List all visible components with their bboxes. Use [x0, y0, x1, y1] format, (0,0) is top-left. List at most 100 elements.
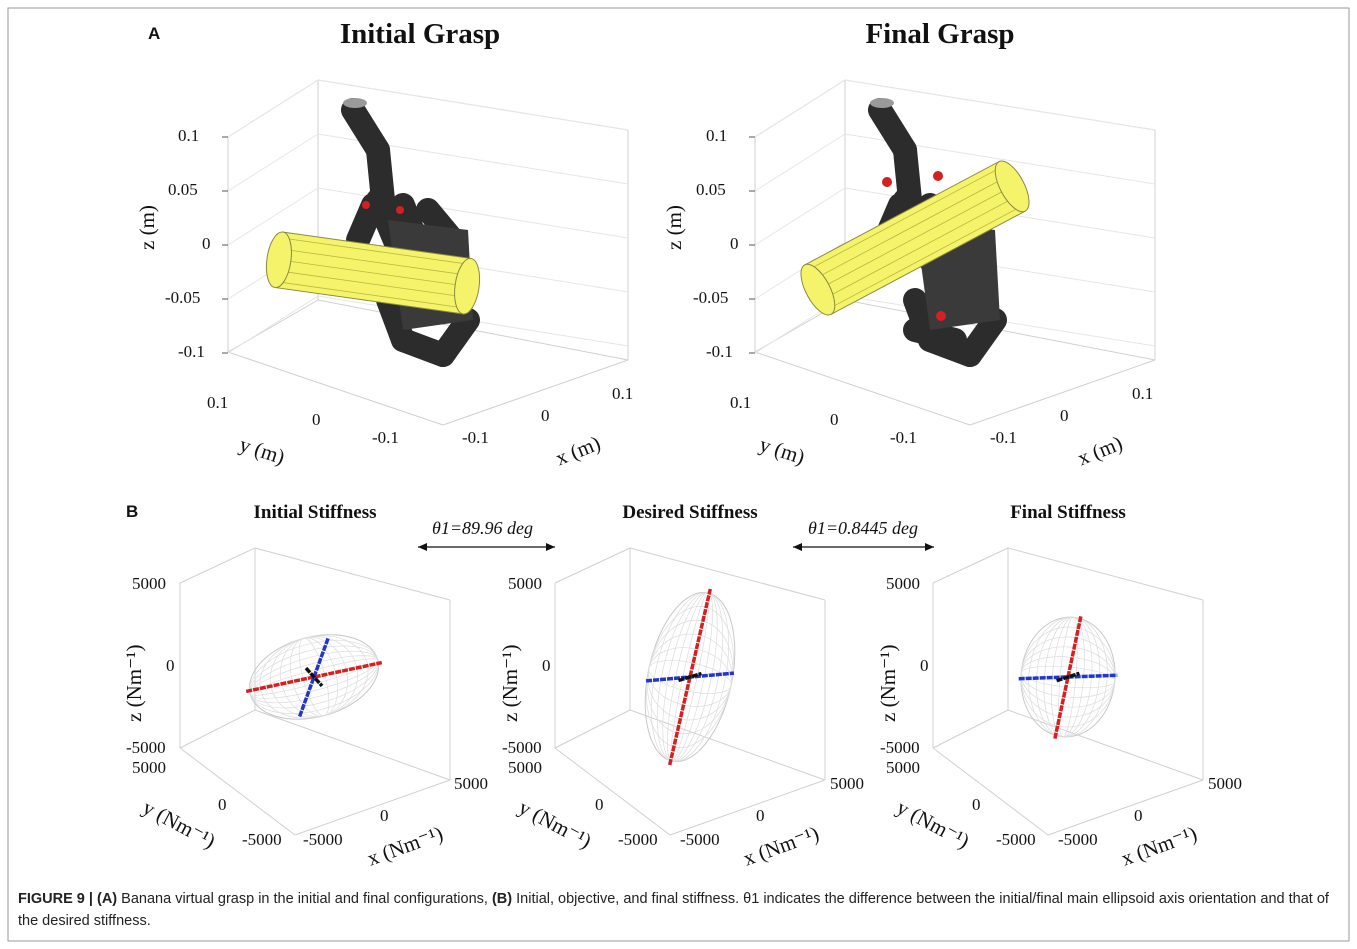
grasp1-y-tick: -0.1	[372, 428, 399, 448]
fingertip	[870, 98, 894, 108]
caption-part-b: (B)	[492, 891, 512, 907]
grasp2-z-tick: -0.05	[693, 288, 728, 308]
stiff1-x-tick: -5000	[303, 830, 343, 850]
stiff3-x-tick: -5000	[1058, 830, 1098, 850]
stiff3-x-tick: 5000	[1208, 774, 1242, 794]
stiff2-y-tick: -5000	[618, 830, 658, 850]
arrow-desired-final-head	[925, 543, 934, 551]
contact-point	[396, 206, 404, 214]
initial-hand	[343, 98, 473, 355]
initial-stiffness-axes-edge	[180, 548, 255, 583]
final-grasp-axes-grid	[755, 80, 845, 137]
grasp2-x-tick: 0.1	[1132, 384, 1153, 404]
grasp2-y-tick: -0.1	[890, 428, 917, 448]
stiff1-z-tick: 0	[166, 656, 175, 676]
final-grasp-title: Final Grasp	[840, 18, 1040, 51]
stiff3-z-tick: 0	[920, 656, 929, 676]
contact-point	[882, 177, 892, 187]
stiff2-z-label: z (Nm⁻¹)	[498, 645, 523, 722]
stiff1-z-tick: -5000	[126, 738, 166, 758]
theta-annotation-final: θ1=0.8445 deg	[808, 518, 918, 539]
desired-stiffness-axes-edge	[630, 710, 825, 780]
stiff2-x-tick: 0	[756, 806, 765, 826]
finger-segment	[915, 330, 955, 340]
grasp2-x-tick: -0.1	[990, 428, 1017, 448]
final-stiffness-axes	[933, 548, 1203, 835]
arrow-initial-desired-head	[418, 543, 427, 551]
initial-grasp-axes-edge	[228, 352, 443, 425]
caption-part-a: (A)	[97, 891, 117, 907]
stiff3-z-label: z (Nm⁻¹)	[876, 645, 901, 722]
stiff2-x-tick: -5000	[680, 830, 720, 850]
stiff3-y-tick: -5000	[996, 830, 1036, 850]
initial-grasp-axes-grid	[228, 134, 318, 191]
initial-grasp-axes-grid	[228, 80, 318, 137]
final-stiffness-axes-edge	[1008, 548, 1203, 600]
grasp1-x-tick: 0	[541, 406, 550, 426]
stiff1-y-tick: 0	[218, 795, 227, 815]
stiff1-y-tick: 5000	[132, 758, 166, 778]
grasp1-y-tick: 0.1	[207, 393, 228, 413]
initial-stiffness-axes	[180, 548, 450, 835]
contact-point	[362, 201, 370, 209]
stiff3-y-tick: 0	[972, 795, 981, 815]
final-grasp-axes-grid	[755, 134, 845, 191]
stiff3-z-tick: 5000	[886, 574, 920, 594]
arrow-desired-final-head	[793, 543, 802, 551]
stiff1-y-tick: -5000	[242, 830, 282, 850]
caption-label: FIGURE 9 |	[18, 891, 93, 907]
caption-text-a: Banana virtual grasp in the initial and …	[121, 891, 488, 907]
grasp2-z-tick: 0.1	[706, 126, 727, 146]
contact-point	[936, 311, 946, 321]
fingertip	[343, 98, 367, 108]
stiff1-x-tick: 5000	[454, 774, 488, 794]
arrow-desired-final	[793, 543, 934, 551]
grasp1-z-tick: -0.05	[165, 288, 200, 308]
final-stiffness-axes-edge	[1008, 710, 1203, 780]
initial-stiffness-axes-edge	[255, 710, 450, 780]
grasp1-z-tick: 0.1	[178, 126, 199, 146]
initial-stiffness-ellipsoid	[240, 621, 388, 732]
grasp2-z-label: z (m)	[662, 205, 687, 250]
grasp2-z-tick: -0.1	[706, 342, 733, 362]
stiff2-z-tick: 5000	[508, 574, 542, 594]
stiff3-x-tick: 0	[1134, 806, 1143, 826]
grasp2-z-tick: 0	[730, 234, 739, 254]
final-stiffness-axes-edge	[933, 548, 1008, 583]
initial-stiffness-axes-edge	[180, 710, 255, 748]
grasp1-x-tick: -0.1	[462, 428, 489, 448]
theta-annotation-initial: θ1=89.96 deg	[432, 518, 533, 539]
initial-grasp-axes-grid	[228, 296, 318, 353]
stiff3-z-tick: -5000	[880, 738, 920, 758]
initial-grasp-title: Initial Grasp	[320, 18, 520, 51]
grasp1-z-tick: 0.05	[168, 180, 198, 200]
grasp1-z-tick: -0.1	[178, 342, 205, 362]
initial-stiffness-title: Initial Stiffness	[215, 502, 415, 524]
desired-stiffness-axes-edge	[630, 548, 825, 600]
panel-a-letter: A	[148, 24, 160, 44]
stiff2-y-tick: 5000	[508, 758, 542, 778]
grasp1-y-tick: 0	[312, 410, 321, 430]
figure-border	[8, 8, 1349, 941]
stiff3-y-tick: 5000	[886, 758, 920, 778]
final-grasp-axes-grid	[755, 188, 845, 245]
grasp2-y-tick: 0.1	[730, 393, 751, 413]
desired-stiffness-ellipsoid	[631, 584, 749, 770]
grasp2-z-tick: 0.05	[696, 180, 726, 200]
stiff2-x-tick: 5000	[830, 774, 864, 794]
final-grasp-axes-edge	[755, 352, 970, 425]
grasp2-x-tick: 0	[1060, 406, 1069, 426]
contact-point	[933, 171, 943, 181]
arrow-initial-desired	[418, 543, 555, 551]
panel-b-letter: B	[126, 502, 138, 522]
desired-stiffness-axes-edge	[555, 710, 630, 748]
initial-grasp-axes-edge	[443, 360, 628, 425]
arrow-initial-desired-head	[546, 543, 555, 551]
finger-segment	[358, 205, 373, 240]
stiff1-z-label: z (Nm⁻¹)	[122, 645, 147, 722]
stiff2-z-tick: 0	[542, 656, 551, 676]
initial-stiffness-axes-edge	[255, 548, 450, 600]
final-stiffness-axes-edge	[933, 710, 1008, 748]
